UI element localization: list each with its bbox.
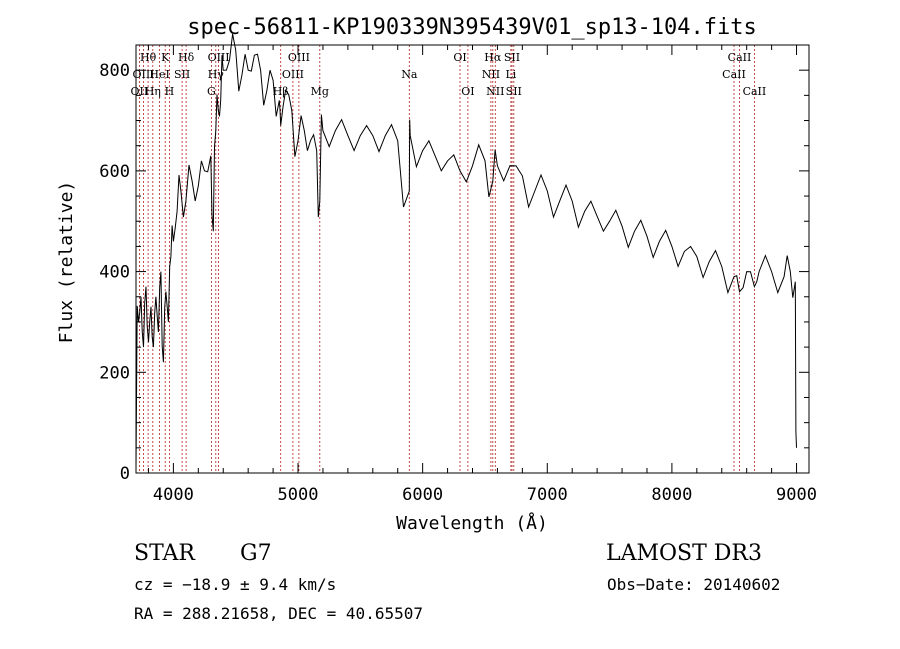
line-label: Hα (484, 51, 502, 64)
x-tick-label: 5000 (278, 485, 319, 505)
y-tick-label: 0 (120, 464, 130, 484)
y-tick-label: 400 (99, 263, 130, 283)
line-label: OI (461, 85, 474, 98)
line-label: OI (453, 51, 466, 64)
x-axis: 4000 5000 6000 7000 8000 9000 (147, 45, 817, 505)
line-label: HeI (149, 68, 169, 81)
x-tick-label: 7000 (527, 485, 568, 505)
y-axis: 0 200 400 600 800 (99, 61, 809, 484)
line-label: CaII (722, 68, 746, 81)
line-label: OII (131, 85, 149, 98)
y-tick-label: 800 (99, 61, 130, 81)
survey-name: LAMOST DR3 (606, 541, 762, 566)
x-tick-label: 8000 (651, 485, 692, 505)
line-label: Mg (311, 85, 329, 98)
line-label: OIII (132, 68, 154, 81)
line-label: Hθ (140, 51, 157, 64)
line-label: OIII (208, 51, 230, 64)
line-label: NII (486, 85, 504, 98)
line-label: OIII (288, 51, 310, 64)
line-label: H (165, 85, 175, 98)
x-axis-label: Wavelength (Å) (396, 512, 548, 534)
line-label: Na (401, 68, 418, 81)
line-label: Li (505, 68, 516, 81)
line-label: K (161, 51, 170, 64)
subclass: G7 (240, 541, 272, 566)
coordinates: RA = 288.21658, DEC = 40.65507 (134, 604, 423, 623)
line-label: CaII (743, 85, 767, 98)
line-label: G (207, 85, 216, 98)
line-label: Hγ (208, 68, 225, 81)
spectrum-series-line (135, 33, 797, 469)
observation-date: Obs−Date: 20140602 (607, 575, 780, 594)
line-label: Hη (145, 85, 161, 98)
y-tick-label: 600 (99, 162, 130, 182)
line-label: Hδ (178, 51, 195, 64)
x-tick-label: 4000 (153, 485, 194, 505)
y-axis-label: Flux (relative) (56, 181, 77, 344)
x-tick-label: 9000 (776, 485, 817, 505)
line-label: CaII (728, 51, 752, 64)
object-class: STAR (134, 541, 196, 566)
line-label: SII (174, 68, 190, 81)
line-label: OIII (282, 68, 304, 81)
line-markers (138, 45, 755, 473)
x-tick-label: 6000 (402, 485, 443, 505)
redshift-velocity: cz = −18.9 ± 9.4 km/s (134, 575, 336, 594)
line-label: SII (506, 85, 522, 98)
plot-frame (135, 44, 810, 474)
y-tick-label: 200 (99, 363, 130, 383)
line-label: SII (504, 51, 520, 64)
line-label: NII (482, 68, 500, 81)
chart-title: spec-56811-KP190339N395439V01_sp13-104.f… (187, 15, 757, 40)
